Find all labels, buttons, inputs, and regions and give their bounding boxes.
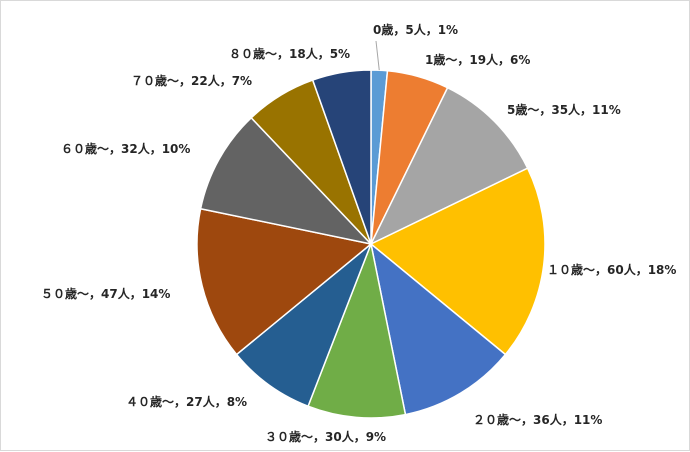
leader-line-0 [375,40,380,71]
pie-slice-7 [196,207,373,356]
data-label-5: ３０歳～，30人，9% [265,429,386,444]
data-label-7: ５０歳～，47人，14% [41,286,170,301]
pie-slice-3 [369,167,546,356]
data-label-8: ６０歳～，32人，10% [61,141,190,156]
data-label-3: １０歳～，60人，18% [547,262,676,277]
data-labels: 0歳，5人，1% 1歳～，19人，6% 5歳～，35人，11% １０歳～，60人… [41,22,676,444]
pie-slice-5 [307,241,407,419]
pie-slices [196,69,546,419]
pie-slice-2 [369,86,529,246]
data-label-0: 0歳，5人，1% [373,22,458,37]
data-label-10: ８０歳～，18人，5% [229,46,350,61]
data-label-9: ７０歳～，22人，7% [131,73,252,88]
data-label-2: 5歳～，35人，11% [507,102,621,117]
leader-lines [375,40,380,71]
pie-slice-4 [369,242,507,416]
data-label-4: ２０歳～，36人，11% [473,412,602,427]
data-label-1: 1歳～，19人，6% [425,52,530,67]
pie-slice-8 [199,116,374,246]
data-label-6: ４０歳～，27人，8% [126,394,247,409]
pie-slice-6 [235,241,373,408]
pie-slice-10 [311,69,372,245]
